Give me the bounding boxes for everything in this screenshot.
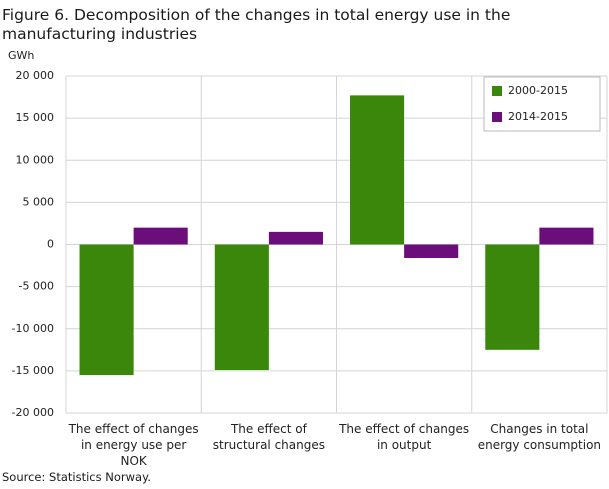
y-tick-label: 0 <box>47 238 54 251</box>
bar <box>133 227 188 245</box>
legend-box <box>483 76 601 132</box>
x-tick-label: The effect of changes in output <box>339 422 470 452</box>
bar <box>268 231 323 245</box>
y-tick-label: -5 000 <box>19 280 54 293</box>
legend-label: 2000-2015 <box>508 84 568 97</box>
bar <box>539 227 594 245</box>
y-tick-label: 15 000 <box>16 111 55 124</box>
x-tick-label: The effect of structural changes <box>212 422 325 452</box>
legend-swatch <box>492 112 502 122</box>
bar <box>214 244 269 371</box>
y-tick-label: 5 000 <box>23 195 55 208</box>
y-tick-label: 20 000 <box>16 69 55 82</box>
legend-label: 2014-2015 <box>508 110 568 123</box>
y-tick-label: -10 000 <box>12 322 54 335</box>
bar <box>485 244 540 350</box>
bar <box>350 95 405 245</box>
x-tick-label: The effect of changes in energy use per … <box>68 422 199 468</box>
y-tick-label: -15 000 <box>12 364 54 377</box>
x-tick-label: Changes in total energy consumption <box>477 422 602 452</box>
y-tick-label: -20 000 <box>12 406 54 419</box>
source-note: Source: Statistics Norway. <box>2 470 151 484</box>
chart-title: Figure 6. Decomposition of the changes i… <box>2 6 511 43</box>
bar <box>79 244 134 376</box>
bar <box>404 244 459 258</box>
y-tick-label: 10 000 <box>16 153 55 166</box>
y-axis-label: GWh <box>8 49 34 62</box>
legend-swatch <box>492 86 502 96</box>
